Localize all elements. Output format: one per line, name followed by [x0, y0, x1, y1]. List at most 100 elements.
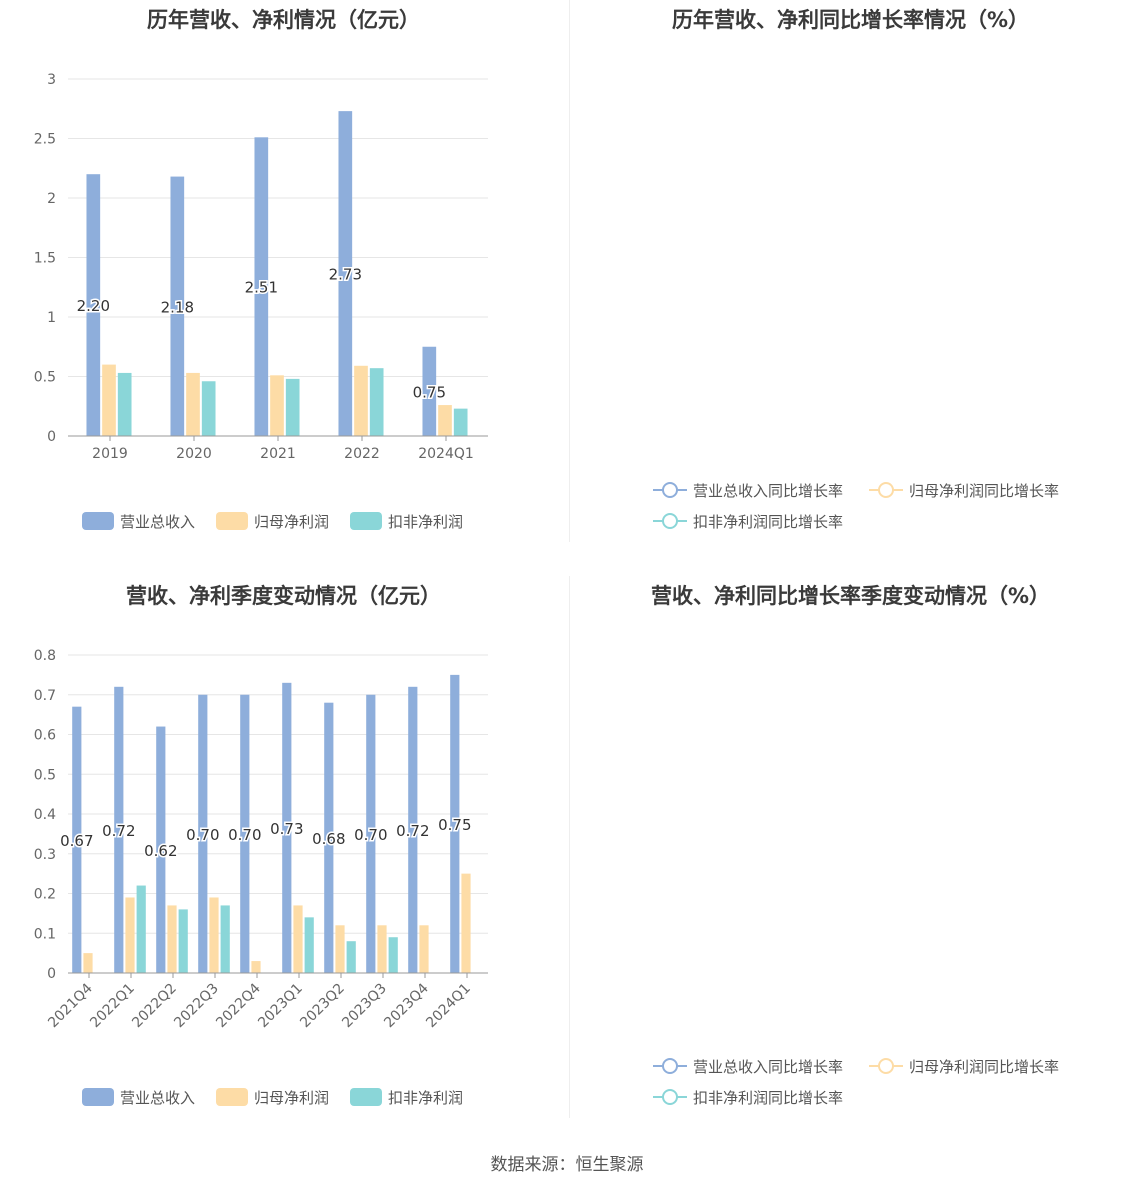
x-tick-label: 2022Q3: [171, 981, 222, 1032]
y-tick-label: 0.7: [34, 688, 56, 704]
bar-营业总收入: [450, 674, 460, 973]
legend-item[interactable]: 扣非净利润同比增长率: [653, 510, 843, 532]
bar-归母净利润: [438, 405, 452, 436]
bar-营业总收入: [408, 686, 418, 973]
data-label: 0.75: [438, 816, 471, 834]
bar-归母净利润: [83, 953, 93, 973]
legend-swatch: [653, 512, 687, 530]
legend-label: 归母净利润同比增长率: [909, 1057, 1060, 1076]
quarterly-growth-rate-chart: -5005010015020025030015.460.1416.354.442…: [567, 576, 1134, 1054]
chart-title: 营收、净利同比增长率季度变动情况（%）: [650, 584, 1051, 608]
bar-归母净利润: [186, 372, 200, 436]
legend-swatch: [653, 1088, 687, 1106]
annual-growth-rate-chart: -200204060808.29-0.8114.748.963.33201920…: [567, 0, 1134, 478]
bar-归母净利润: [209, 897, 219, 973]
bar-营业总收入: [198, 694, 208, 973]
bar-扣非净利润: [178, 909, 188, 973]
data-label: 0.75: [413, 383, 446, 401]
x-tick-label: 2024Q1: [418, 446, 474, 462]
legend-label: 扣非净利润同比增长率: [693, 1088, 844, 1107]
y-tick-label: 0.5: [34, 370, 56, 386]
y-tick-label: 1: [47, 310, 56, 326]
bar-归母净利润: [293, 905, 303, 973]
legend-item[interactable]: 营业总收入同比增长率: [653, 1055, 843, 1077]
x-tick-label: 2023Q3: [339, 981, 390, 1032]
x-tick-label: 2021: [260, 446, 296, 462]
bar-归母净利润: [377, 925, 387, 973]
x-tick-label: 2019: [92, 446, 128, 462]
bar-扣非净利润: [117, 372, 132, 436]
legend-swatch: [82, 512, 114, 530]
data-label: 0.73: [270, 820, 303, 838]
legend-swatch: [653, 481, 687, 499]
legend-label: 营业总收入同比增长率: [693, 1057, 844, 1076]
y-tick-label: 1.5: [34, 251, 56, 267]
bar-扣非净利润: [201, 381, 216, 436]
legend-item[interactable]: 归母净利润: [216, 510, 329, 532]
annual-growth-rate-panel: 历年营收、净利同比增长率情况（%） -200204060808.29-0.811…: [567, 0, 1134, 576]
legend-label: 归母净利润同比增长率: [909, 481, 1060, 500]
x-tick-label: 2024Q1: [423, 981, 474, 1032]
bar-归母净利润: [354, 365, 368, 436]
data-label: 0.70: [228, 826, 261, 844]
y-tick-label: 0.3: [34, 847, 56, 863]
bar-归母净利润: [251, 961, 261, 973]
legend-label: 扣非净利润同比增长率: [693, 512, 844, 531]
legend-item[interactable]: 扣非净利润同比增长率: [653, 1086, 843, 1108]
bar-归母净利润: [461, 873, 471, 973]
panel-divider: [569, 0, 570, 542]
legend-item[interactable]: 营业总收入: [82, 1086, 195, 1108]
bar-营业总收入: [282, 682, 292, 973]
quarterly-revenue-profit-chart: 0 0.1 0.2 0.3 0.4 0.5 0.6 0.7 0.8 0.67 0.72 0.62 0.7…: [34, 648, 488, 1032]
bar-归母净利润: [125, 897, 135, 973]
data-label: 0.67: [60, 832, 93, 850]
y-tick-label: 0.5: [34, 767, 56, 783]
panel-divider: [569, 576, 570, 1118]
bar-营业总收入: [86, 174, 101, 436]
legend-label: 营业总收入: [120, 1088, 196, 1107]
legend-label: 扣非净利润: [388, 512, 464, 531]
legend-item[interactable]: 归母净利润: [216, 1086, 329, 1108]
bar-扣非净利润: [346, 941, 356, 973]
annual-revenue-profit-chart: 0 0.5 1 1.5 2 2.5 3 2.20 2.18 2.51 2.73 0.75 2019 202…: [34, 72, 488, 462]
legend-item[interactable]: 归母净利润同比增长率: [869, 1055, 1059, 1077]
legend-item[interactable]: 扣非净利润: [350, 1086, 463, 1108]
data-label: 0.70: [186, 826, 219, 844]
bar-扣非净利润: [136, 885, 146, 973]
bar-营业总收入: [170, 176, 185, 436]
legend-item[interactable]: 营业总收入同比增长率: [653, 479, 843, 501]
quarterly-growth-rate-panel: 营收、净利同比增长率季度变动情况（%） -5005010015020025030…: [567, 576, 1134, 1152]
bar-归母净利润: [335, 925, 345, 973]
bar-归母净利润: [270, 375, 284, 436]
legend-swatch: [350, 512, 382, 530]
x-tick-label: 2022Q4: [213, 980, 264, 1031]
bar-归母净利润: [419, 925, 429, 973]
bar-营业总收入: [422, 346, 437, 436]
y-tick-label: 3: [47, 72, 56, 88]
data-label: 2.20: [77, 297, 110, 315]
bar-扣非净利润: [304, 917, 314, 973]
legend-item[interactable]: 扣非净利润: [350, 510, 463, 532]
legend-label: 营业总收入同比增长率: [693, 481, 844, 500]
legend-item[interactable]: 营业总收入: [82, 510, 195, 532]
bar-扣非净利润: [369, 368, 384, 436]
y-tick-label: 0.8: [34, 648, 56, 664]
y-tick-label: 0.6: [34, 728, 56, 744]
x-tick-label: 2023Q4: [381, 980, 432, 1031]
chart-title: 历年营收、净利情况（亿元）: [147, 8, 420, 32]
legend-swatch: [653, 1057, 687, 1075]
data-label: 2.18: [161, 298, 194, 316]
data-label: 0.72: [102, 822, 135, 840]
bar-营业总收入: [114, 686, 124, 973]
data-source-footer: 数据来源：恒生聚源: [490, 1155, 644, 1175]
x-tick-label: 2020: [176, 446, 212, 462]
quarterly-revenue-profit-panel: 营收、净利季度变动情况（亿元） 0 0.1 0.2 0.3 0.4 0.5 0.6 0.7 0.…: [0, 576, 567, 1152]
y-tick-label: 0: [47, 429, 56, 445]
bar-归母净利润: [102, 364, 116, 436]
annual-revenue-profit-panel: 历年营收、净利情况（亿元） 0 0.5 1 1.5 2 2.5 3 2.20 2.18 2.51 2…: [0, 0, 567, 576]
chart-title: 营收、净利季度变动情况（亿元）: [126, 584, 441, 608]
legend-item[interactable]: 归母净利润同比增长率: [869, 479, 1059, 501]
data-label: 2.51: [245, 279, 278, 297]
data-label: 0.72: [396, 822, 429, 840]
y-tick-label: 0.4: [34, 807, 56, 823]
